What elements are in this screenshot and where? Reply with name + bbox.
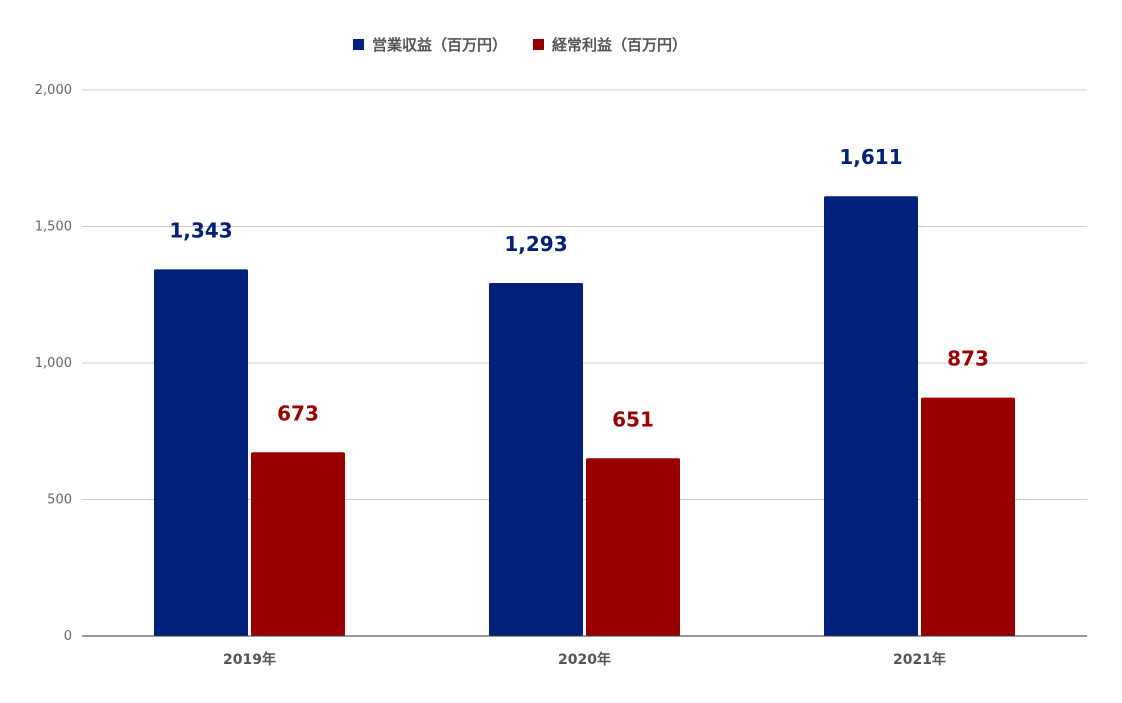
data-label: 873: [947, 347, 989, 371]
y-tick-label: 0: [64, 629, 72, 644]
x-axis-ticks: 2019年 2020年 2021年: [223, 651, 946, 668]
bar: [586, 458, 680, 636]
data-label: 651: [612, 407, 654, 431]
legend-label: 経常利益（百万円）: [552, 36, 687, 54]
x-tick-label: 2021年: [893, 651, 946, 668]
data-labels: 1,343 673 1,293 651 1,611 873: [169, 145, 989, 431]
legend-swatch: [353, 39, 364, 50]
y-tick-label: 1,000: [35, 356, 72, 371]
bar: [251, 452, 345, 636]
y-tick-label: 2,000: [35, 83, 72, 98]
gridlines: [82, 89, 1087, 500]
bar: [489, 283, 583, 636]
bar: [154, 269, 248, 636]
y-axis-ticks: 0 500 1,000 1,500 2,000: [35, 83, 72, 644]
legend-swatch: [533, 39, 544, 50]
bar: [824, 196, 918, 636]
y-tick-label: 500: [47, 493, 72, 508]
bar: [921, 397, 1015, 636]
data-label: 1,343: [169, 218, 232, 242]
x-tick-label: 2020年: [558, 651, 611, 668]
x-tick-label: 2019年: [223, 651, 276, 668]
bars: [154, 196, 1015, 636]
data-label: 1,293: [504, 232, 567, 256]
legend: 営業収益（百万円） 経常利益（百万円）: [353, 36, 687, 54]
y-tick-label: 1,500: [35, 220, 72, 235]
data-label: 673: [277, 401, 319, 425]
data-label: 1,611: [839, 145, 902, 169]
legend-label: 営業収益（百万円）: [372, 36, 507, 54]
